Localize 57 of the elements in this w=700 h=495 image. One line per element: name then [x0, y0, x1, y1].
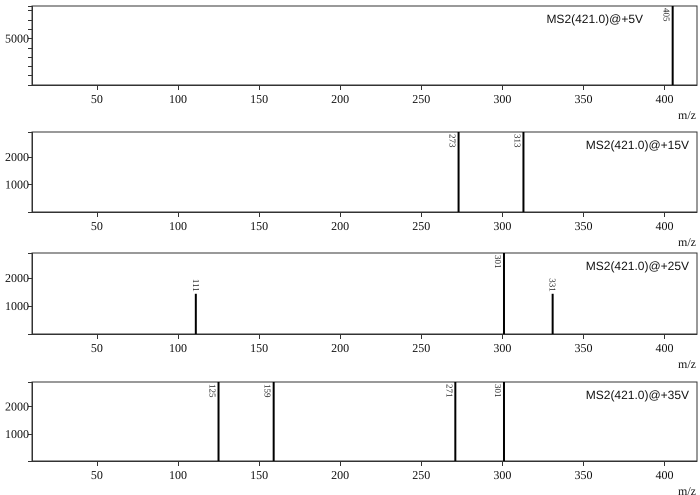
x-tick-label: 50 — [90, 468, 103, 482]
text: MS2(421.0)@+25V — [586, 259, 690, 273]
y-tick-label: 2000 — [5, 400, 29, 414]
annotation: 301 — [492, 384, 503, 398]
chart-title: MS2(421.0)@+15V — [586, 138, 690, 152]
x-tick-label: 200 — [331, 219, 350, 233]
x-tick-label: 250 — [412, 219, 430, 233]
annotation: 331 — [548, 278, 558, 292]
y-tick-label: 1000 — [5, 177, 29, 192]
x-tick-label: 50 — [90, 219, 103, 233]
x-tick-label: 200 — [331, 341, 350, 355]
x-tick-label: 350 — [574, 341, 592, 355]
x-tick-label: 300 — [493, 219, 512, 233]
x-tick-label: 100 — [168, 219, 187, 233]
x-tick-label: 150 — [250, 219, 268, 233]
x-tick-label: 100 — [168, 92, 187, 106]
x-tick-label: 50 — [90, 92, 103, 106]
y-tick-label: 1000 — [5, 426, 29, 441]
annotation: 125 — [208, 384, 218, 398]
x-axis-title: m/z — [678, 357, 696, 371]
x-tick-label: 150 — [250, 341, 268, 355]
text: MS2(421.0)@+35V — [586, 388, 690, 402]
x-tick-label: 50 — [90, 341, 103, 355]
x-axis-title: m/z — [678, 108, 696, 122]
annotation: 111 — [190, 278, 201, 292]
x-tick-label: 400 — [656, 219, 674, 233]
x-tick-label: 400 — [656, 341, 674, 355]
y-tick-label: 5000 — [5, 32, 29, 46]
x-tick-label: 100 — [168, 341, 187, 355]
annotation: 273 — [448, 134, 458, 148]
text: MS2(421.0)@+5V — [546, 12, 643, 26]
y-tick-label: 1000 — [5, 299, 29, 314]
annotation: 301 — [492, 255, 503, 268]
x-tick-label: 250 — [412, 92, 430, 106]
x-tick-label: 350 — [574, 92, 592, 106]
x-tick-label: 150 — [250, 468, 268, 482]
x-tick-label: 100 — [168, 468, 187, 482]
x-tick-label: 300 — [493, 92, 512, 106]
x-tick-label: 350 — [574, 219, 592, 233]
x-tick-label: 400 — [656, 92, 674, 106]
x-axis-title: m/z — [678, 484, 696, 495]
x-tick-label: 250 — [412, 341, 430, 355]
annotation: 405 — [662, 8, 672, 22]
annotation: 271 — [444, 384, 454, 398]
annotation: 313 — [512, 134, 522, 148]
x-tick-label: 150 — [250, 92, 268, 106]
x-tick-label: 300 — [493, 341, 512, 355]
x-tick-label: 350 — [574, 468, 592, 482]
x-tick-label: 200 — [331, 468, 350, 482]
y-tick-label: 2000 — [5, 150, 29, 164]
x-tick-label: 400 — [656, 468, 674, 482]
x-tick-label: 300 — [493, 468, 512, 482]
x-axis-title: m/z — [678, 235, 696, 249]
y-tick-label: 2000 — [5, 271, 29, 286]
annotation: 159 — [262, 384, 273, 398]
x-tick-label: 250 — [412, 468, 430, 482]
x-tick-label: 200 — [331, 92, 350, 106]
